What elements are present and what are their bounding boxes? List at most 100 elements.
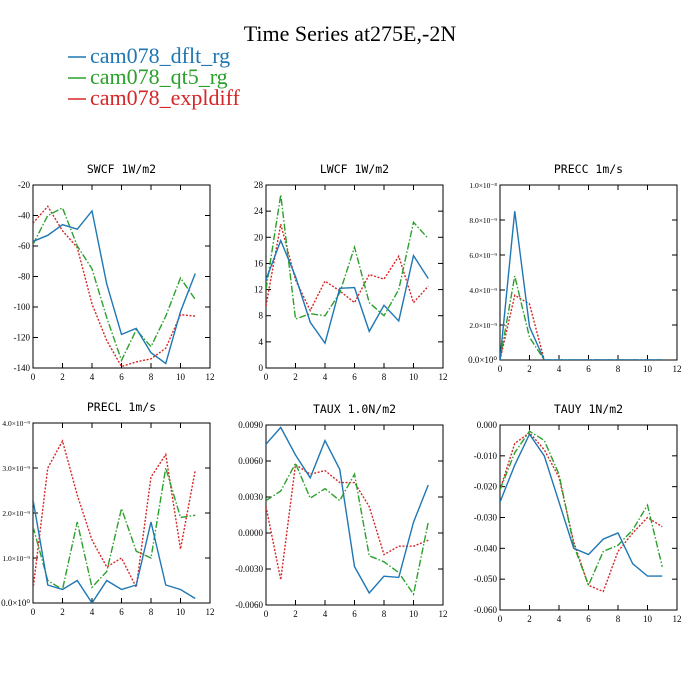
y-tick-label: 2.0×10⁻⁹ — [469, 321, 497, 330]
y-tick-label: 3.0×10⁻⁹ — [2, 464, 30, 473]
x-tick-label: 6 — [352, 372, 357, 382]
legend-label: cam078_qt5_rg — [90, 64, 228, 89]
y-tick-label: 4.0×10⁻⁹ — [469, 286, 497, 295]
legend: cam078_dflt_rgcam078_qt5_rgcam078_expldi… — [68, 43, 241, 110]
y-tick-label: 0.000 — [477, 420, 498, 430]
x-tick-label: 4 — [557, 364, 562, 374]
series-line-cam078_expldiff — [500, 294, 663, 360]
chart-panels: SWCF 1W/m20 2 4 6 8 10 12-140-120-100-80-60-40… — [1, 162, 681, 624]
y-tick-label: -0.030 — [474, 513, 498, 523]
x-tick-label: 4 — [323, 609, 328, 619]
x-tick-label: 0 — [264, 609, 269, 619]
x-tick-label: 8 — [149, 372, 154, 382]
x-tick-label: 4 — [90, 607, 95, 617]
y-tick-label: 4 — [259, 337, 264, 347]
y-tick-label: -0.040 — [474, 543, 498, 553]
x-tick-label: 12 — [439, 372, 448, 382]
series-line-cam078_dflt_rg — [33, 209, 196, 365]
y-tick-label: -0.020 — [474, 482, 498, 492]
y-tick-label: -120 — [14, 333, 31, 343]
x-tick-label: 12 — [206, 372, 215, 382]
series-line-cam078_dflt_rg — [266, 238, 429, 345]
x-tick-label: 2 — [527, 364, 532, 374]
y-tick-label: -140 — [14, 363, 31, 373]
x-tick-label: 8 — [382, 372, 387, 382]
x-tick-label: 8 — [382, 609, 387, 619]
x-tick-label: 2 — [60, 607, 65, 617]
series-line-cam078_dflt_rg — [500, 211, 663, 360]
series-line-cam078_expldiff — [33, 205, 196, 368]
x-tick-label: 2 — [527, 614, 532, 624]
x-tick-label: 8 — [149, 607, 154, 617]
x-tick-label: 4 — [557, 614, 562, 624]
y-tick-label: 24 — [254, 206, 264, 216]
y-tick-label: 0.0000 — [238, 528, 263, 538]
panel-title: SWCF 1W/m2 — [87, 162, 156, 176]
x-tick-label: 10 — [643, 364, 653, 374]
series-line-cam078_qt5_rg — [33, 206, 196, 363]
x-tick-label: 12 — [673, 614, 682, 624]
x-tick-label: 0 — [264, 372, 269, 382]
x-tick-label: 8 — [616, 364, 621, 374]
y-tick-label: -0.050 — [474, 574, 498, 584]
y-tick-label: -100 — [14, 302, 31, 312]
y-tick-label: 4.0×10⁻⁹ — [2, 419, 30, 428]
y-tick-label: -0.0030 — [235, 564, 263, 574]
y-tick-label: -0.0060 — [235, 600, 263, 610]
y-tick-label: 8.0×10⁻⁹ — [469, 216, 497, 225]
legend-label: cam078_dflt_rg — [90, 43, 230, 68]
panel-title: LWCF 1W/m2 — [320, 162, 389, 176]
y-tick-label: 0.0×10⁰ — [468, 355, 497, 365]
chart-panel: PRECC 1m/s 0 2 4 6 8 10 12 0.0×10⁰ 2.0×10⁻⁹ 4.0×10… — [468, 162, 681, 374]
y-tick-label: 1.0×10⁻⁹ — [2, 554, 30, 563]
y-tick-label: 6.0×10⁻⁹ — [469, 251, 497, 260]
x-tick-label: 12 — [673, 364, 682, 374]
series-line-cam078_dflt_rg — [33, 499, 196, 603]
y-tick-label: 0.0×10⁰ — [1, 598, 30, 608]
y-tick-label: 12 — [254, 285, 263, 295]
x-tick-label: 10 — [643, 614, 653, 624]
panel-title: PRECL 1m/s — [87, 400, 156, 414]
series-line-cam078_qt5_rg — [266, 461, 429, 596]
plot-frame — [32, 422, 211, 604]
x-tick-label: 6 — [586, 364, 591, 374]
x-tick-label: 2 — [293, 609, 298, 619]
series-line-cam078_dflt_rg — [266, 426, 429, 595]
y-tick-label: 28 — [254, 180, 264, 190]
x-tick-label: 0 — [498, 364, 503, 374]
chart-panel: SWCF 1W/m2 0 2 4 6 8 10 12 -140 -120 -100 -80 -60 -40… — [14, 162, 215, 382]
panel-title: PRECC 1m/s — [554, 162, 623, 176]
legend-label: cam078_expldiff — [90, 85, 241, 110]
x-tick-label: 2 — [293, 372, 298, 382]
x-tick-label: 12 — [439, 609, 448, 619]
y-tick-label: 0 — [259, 363, 264, 373]
x-tick-label: 4 — [90, 372, 95, 382]
x-tick-label: 12 — [206, 607, 215, 617]
series-line-cam078_expldiff — [266, 463, 429, 580]
y-tick-label: 0.0090 — [238, 420, 263, 430]
x-tick-label: 8 — [616, 614, 621, 624]
panel-title: TAUY 1N/m2 — [554, 402, 623, 416]
chart-panel: TAUX 1.0N/m2 0 2 4 6 8 10 12 -0.0060 -0.0030 0.000… — [235, 402, 447, 619]
series-line-cam078_dflt_rg — [500, 432, 663, 577]
y-tick-label: -40 — [18, 211, 30, 221]
y-tick-label: 8 — [259, 311, 264, 321]
chart-panel: PRECL 1m/s 0 2 4 6 8 10 12 0.0×10⁰ 1.0×10⁻⁹ 2.0×10… — [1, 400, 214, 617]
plot-frame — [265, 184, 444, 369]
x-tick-label: 0 — [498, 614, 503, 624]
y-tick-label: 1.0×10⁻⁸ — [469, 181, 497, 190]
x-tick-label: 6 — [119, 607, 124, 617]
x-tick-label: 2 — [60, 372, 65, 382]
series-line-cam078_qt5_rg — [266, 194, 429, 320]
chart-panel: TAUY 1N/m2 0 2 4 6 8 10 12 -0.060 -0.050 -0.040 -0.… — [474, 402, 682, 624]
y-tick-label: 0.0030 — [238, 492, 263, 502]
y-tick-label: 16 — [254, 258, 264, 268]
series-line-cam078_expldiff — [33, 439, 196, 590]
series-line-cam078_qt5_rg — [500, 430, 663, 588]
x-tick-label: 4 — [323, 372, 328, 382]
series-line-cam078_qt5_rg — [33, 467, 196, 591]
plot-frame — [32, 184, 211, 369]
y-tick-label: -20 — [18, 180, 30, 190]
x-tick-label: 0 — [31, 607, 36, 617]
